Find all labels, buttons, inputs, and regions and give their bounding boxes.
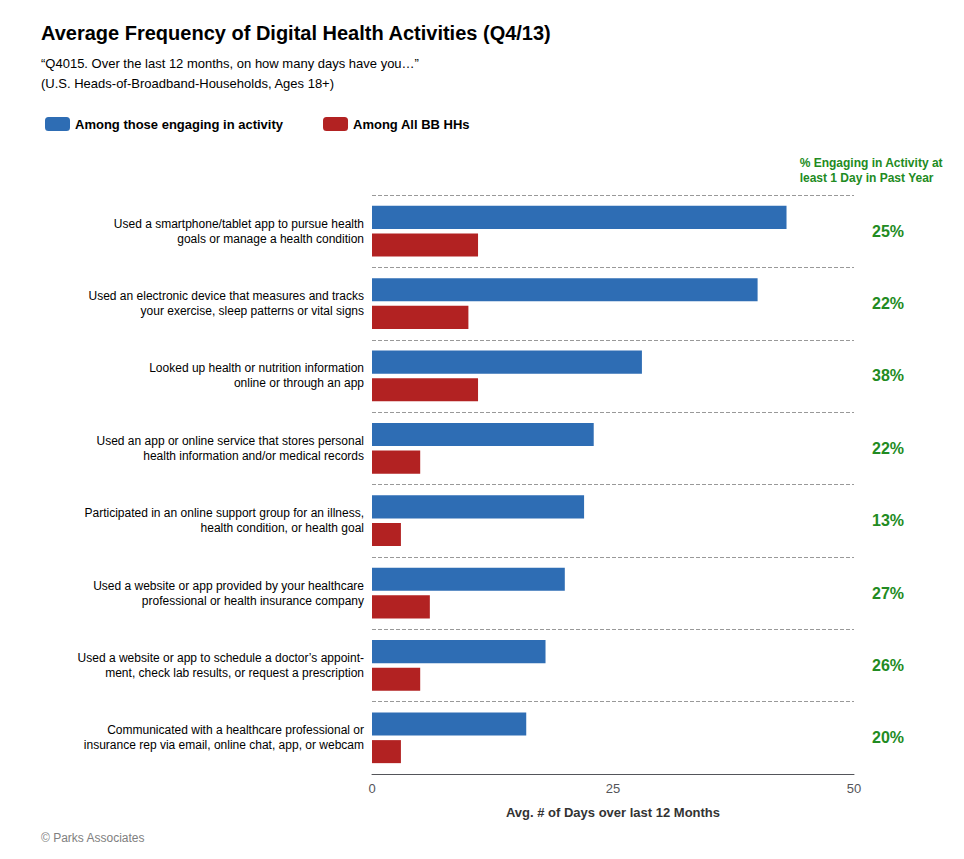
svg-text:Avg. # of Days over last 12 Mo: Avg. # of Days over last 12 Months xyxy=(506,805,720,820)
svg-text:27%: 27% xyxy=(872,585,904,602)
svg-text:Communicated with a healthcare: Communicated with a healthcare professio… xyxy=(107,723,364,737)
svg-text:health condition, or health go: health condition, or health goal xyxy=(201,521,364,535)
svg-text:Used a smartphone/tablet app t: Used a smartphone/tablet app to pursue h… xyxy=(114,217,364,231)
svg-text:Used an app or online service: Used an app or online service that store… xyxy=(97,434,365,448)
svg-text:least 1 Day in Past Year: least 1 Day in Past Year xyxy=(800,171,934,185)
svg-text:Looked up health or nutrition: Looked up health or nutrition informatio… xyxy=(149,361,364,375)
svg-text:Average Frequency of Digital H: Average Frequency of Digital Health Acti… xyxy=(41,22,551,44)
svg-text:% Engaging in Activity at: % Engaging in Activity at xyxy=(800,156,943,170)
svg-text:26%: 26% xyxy=(872,657,904,674)
svg-text:50: 50 xyxy=(847,781,861,796)
svg-text:ment, check lab results, or re: ment, check lab results, or request a pr… xyxy=(105,666,364,680)
svg-text:© Parks Associates: © Parks Associates xyxy=(41,831,145,845)
svg-text:online or through an app: online or through an app xyxy=(234,376,364,390)
svg-text:Among those engaging in activi: Among those engaging in activity xyxy=(75,117,284,132)
svg-text:22%: 22% xyxy=(872,440,904,457)
svg-text:22%: 22% xyxy=(872,295,904,312)
svg-text:25: 25 xyxy=(606,781,620,796)
svg-text:0: 0 xyxy=(368,781,375,796)
svg-text:professional or health insuran: professional or health insurance company xyxy=(142,594,364,608)
svg-text:Used a website or app to sched: Used a website or app to schedule a doct… xyxy=(78,651,364,665)
svg-text:“Q4015. Over the last 12 month: “Q4015. Over the last 12 months, on how … xyxy=(41,56,419,71)
svg-text:20%: 20% xyxy=(872,729,904,746)
svg-text:(U.S. Heads-of-Broadband-House: (U.S. Heads-of-Broadband-Households, Age… xyxy=(41,76,334,91)
svg-text:Among All BB HHs: Among All BB HHs xyxy=(353,117,470,132)
svg-text:insurance rep via email, onlin: insurance rep via email, online chat, ap… xyxy=(84,738,364,752)
svg-text:your exercise, sleep patterns: your exercise, sleep patterns or vital s… xyxy=(141,304,364,318)
svg-text:13%: 13% xyxy=(872,512,904,529)
svg-text:goals or manage a health condi: goals or manage a health condition xyxy=(177,232,364,246)
svg-text:Participated in an online supp: Participated in an online support group … xyxy=(84,506,364,520)
svg-text:health information and/or medi: health information and/or medical record… xyxy=(143,449,364,463)
svg-text:38%: 38% xyxy=(872,367,904,384)
svg-text:25%: 25% xyxy=(872,223,904,240)
svg-text:Used an electronic device that: Used an electronic device that measures … xyxy=(89,289,364,303)
svg-text:Used a website or app provided: Used a website or app provided by your h… xyxy=(93,579,364,593)
